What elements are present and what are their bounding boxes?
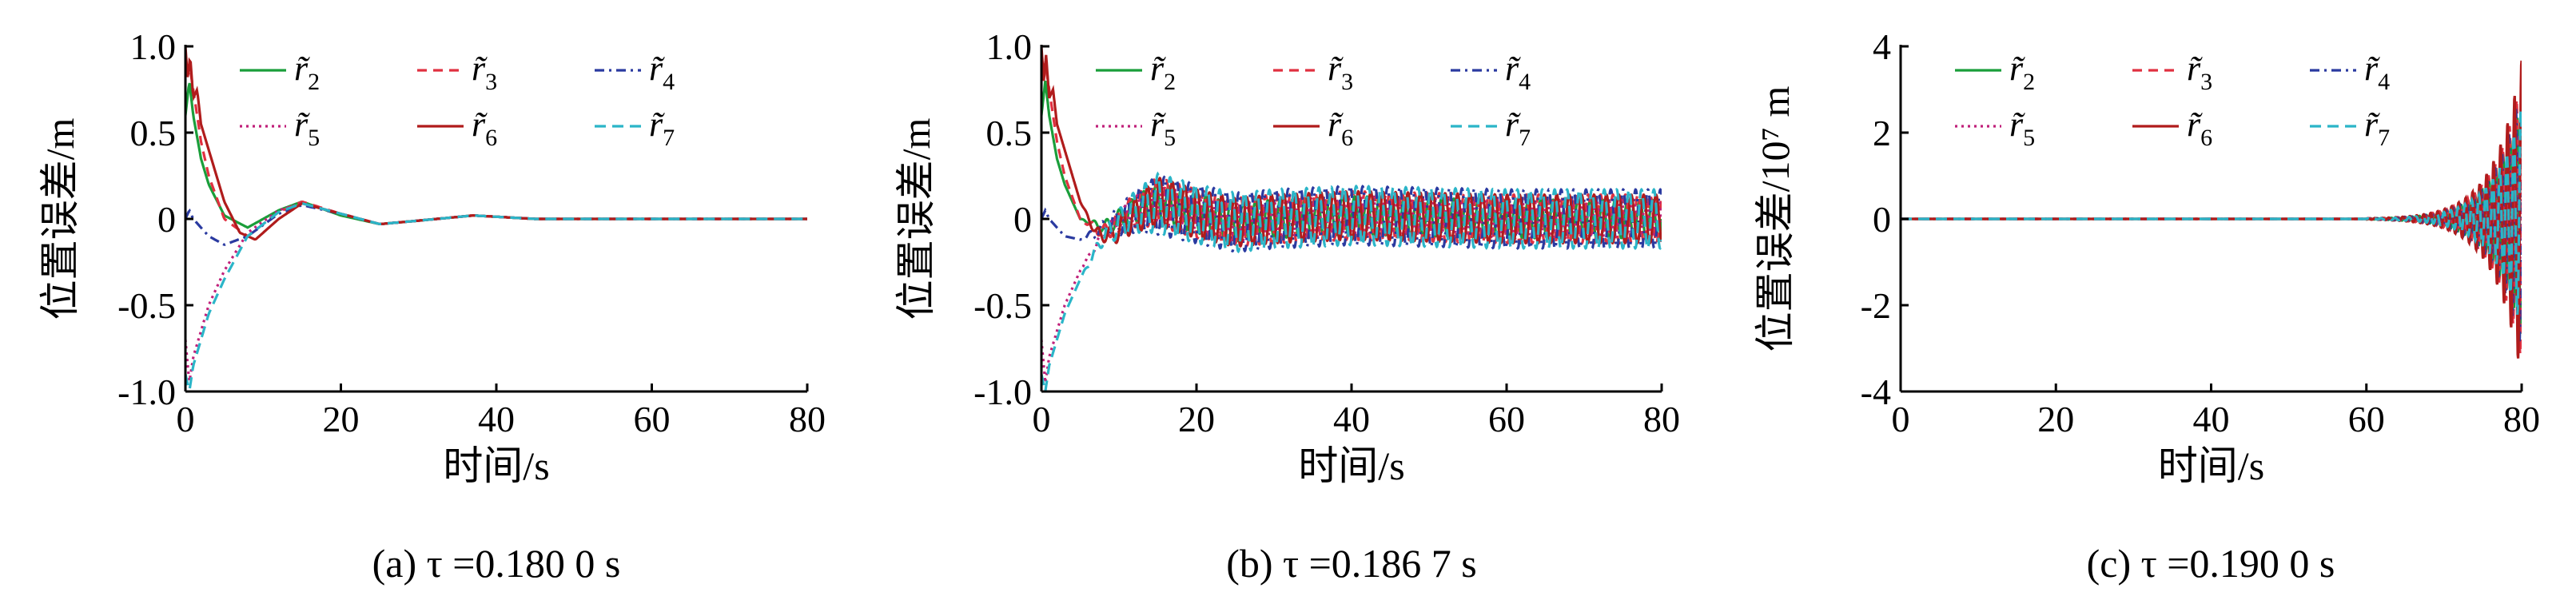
panel-caption: (b) τ =0.186 7 s <box>1226 541 1477 586</box>
x-tick-label: 0 <box>1033 399 1051 439</box>
x-tick-label: 60 <box>2348 399 2385 439</box>
legend: r̃2 r̃3 r̃4 r̃5 r̃6 r̃7 <box>1955 49 2390 151</box>
legend-entry: r̃2 <box>2009 49 2035 95</box>
y-tick-label: 1.0 <box>986 26 1033 67</box>
y-axis-label: 位置误差/m <box>38 118 82 320</box>
series-group <box>185 46 807 394</box>
legend-entry: r̃7 <box>649 105 675 151</box>
series-group <box>1041 46 1662 392</box>
series-line-c-7 <box>1901 110 2522 315</box>
series-group <box>1901 60 2522 359</box>
x-tick-label: 60 <box>1488 399 1525 439</box>
legend-entry: r̃7 <box>1505 105 1531 151</box>
series-line-b-5 <box>1041 184 1662 384</box>
panel-caption: (c) τ =0.190 0 s <box>2087 541 2335 586</box>
x-tick-label: 40 <box>478 399 515 439</box>
y-tick-label: 0.5 <box>130 113 177 153</box>
legend-entry: r̃7 <box>2364 105 2390 151</box>
series-line-b-4 <box>1041 175 1662 253</box>
y-axis-label: 位置误差/m <box>894 118 938 320</box>
series-line-a-5 <box>185 202 807 382</box>
y-tick-label: 0.5 <box>986 113 1033 153</box>
x-tick-label: 0 <box>1892 399 1910 439</box>
y-tick-label: 2 <box>1873 113 1891 153</box>
chart-panel-b: 0 20 40 60 80 -1.0 -0.5 0 0.5 1.0 时间/s 位置误差/m r̃2 r̃3… <box>894 26 1680 586</box>
x-axis-label: 时间/s <box>443 443 549 488</box>
x-tick-label: 40 <box>1333 399 1370 439</box>
x-tick-label: 0 <box>177 399 195 439</box>
series-line-a-4 <box>185 204 807 246</box>
legend-entry: r̃4 <box>2364 49 2390 95</box>
legend-entry: r̃6 <box>2187 105 2212 151</box>
y-tick-label: 4 <box>1873 26 1891 67</box>
legend-entry: r̃4 <box>649 49 675 95</box>
legend-entry: r̃4 <box>1505 49 1531 95</box>
legend: r̃2 r̃3 r̃4 r̃5 r̃6 r̃7 <box>240 49 675 151</box>
x-tick-label: 80 <box>1643 399 1680 439</box>
legend-entry: r̃3 <box>2187 49 2212 95</box>
x-tick-label: 20 <box>323 399 360 439</box>
legend-entry: r̃2 <box>294 49 320 95</box>
x-tick-label: 20 <box>1178 399 1215 439</box>
y-tick-label: -1.0 <box>973 372 1032 412</box>
legend-entry: r̃5 <box>2009 105 2035 151</box>
panel-caption: (a) τ =0.180 0 s <box>372 541 621 586</box>
series-line-c-6 <box>1901 60 2522 359</box>
y-tick-label: 0 <box>157 199 176 240</box>
legend-entry: r̃5 <box>1150 105 1176 151</box>
x-tick-label: 80 <box>2503 399 2540 439</box>
x-axis-label: 时间/s <box>2158 443 2264 488</box>
x-tick-label: 20 <box>2037 399 2074 439</box>
y-tick-label: -2 <box>1861 285 1891 326</box>
x-tick-label: 60 <box>634 399 671 439</box>
x-tick-label: 80 <box>789 399 826 439</box>
y-tick-label: -0.5 <box>973 285 1032 326</box>
legend-entry: r̃2 <box>1150 49 1176 95</box>
y-tick-label: 1.0 <box>130 26 177 67</box>
y-tick-label: 0 <box>1013 199 1032 240</box>
legend-entry: r̃5 <box>294 105 320 151</box>
legend-entry: r̃3 <box>1328 49 1353 95</box>
series-line-b-7 <box>1041 171 1662 392</box>
y-axis-label: 位置误差/10⁷ m <box>1753 86 1798 352</box>
x-axis-label: 时间/s <box>1298 443 1404 488</box>
chart-panel-a: 0 20 40 60 80 -1.0 -0.5 0 0.5 1.0 时间/s 位置误差/m r̃2 r̃3… <box>38 26 826 586</box>
y-tick-label: -0.5 <box>117 285 176 326</box>
series-line-a-7 <box>185 202 807 394</box>
y-tick-label: 0 <box>1873 199 1891 240</box>
y-tick-label: -4 <box>1861 372 1891 412</box>
legend-entry: r̃6 <box>472 105 497 151</box>
legend: r̃2 r̃3 r̃4 r̃5 r̃6 r̃7 <box>1096 49 1531 151</box>
y-tick-label: -1.0 <box>117 372 176 412</box>
series-line-a-2 <box>185 82 807 229</box>
legend-entry: r̃3 <box>472 49 497 95</box>
x-tick-label: 40 <box>2193 399 2230 439</box>
legend-entry: r̃6 <box>1328 105 1353 151</box>
